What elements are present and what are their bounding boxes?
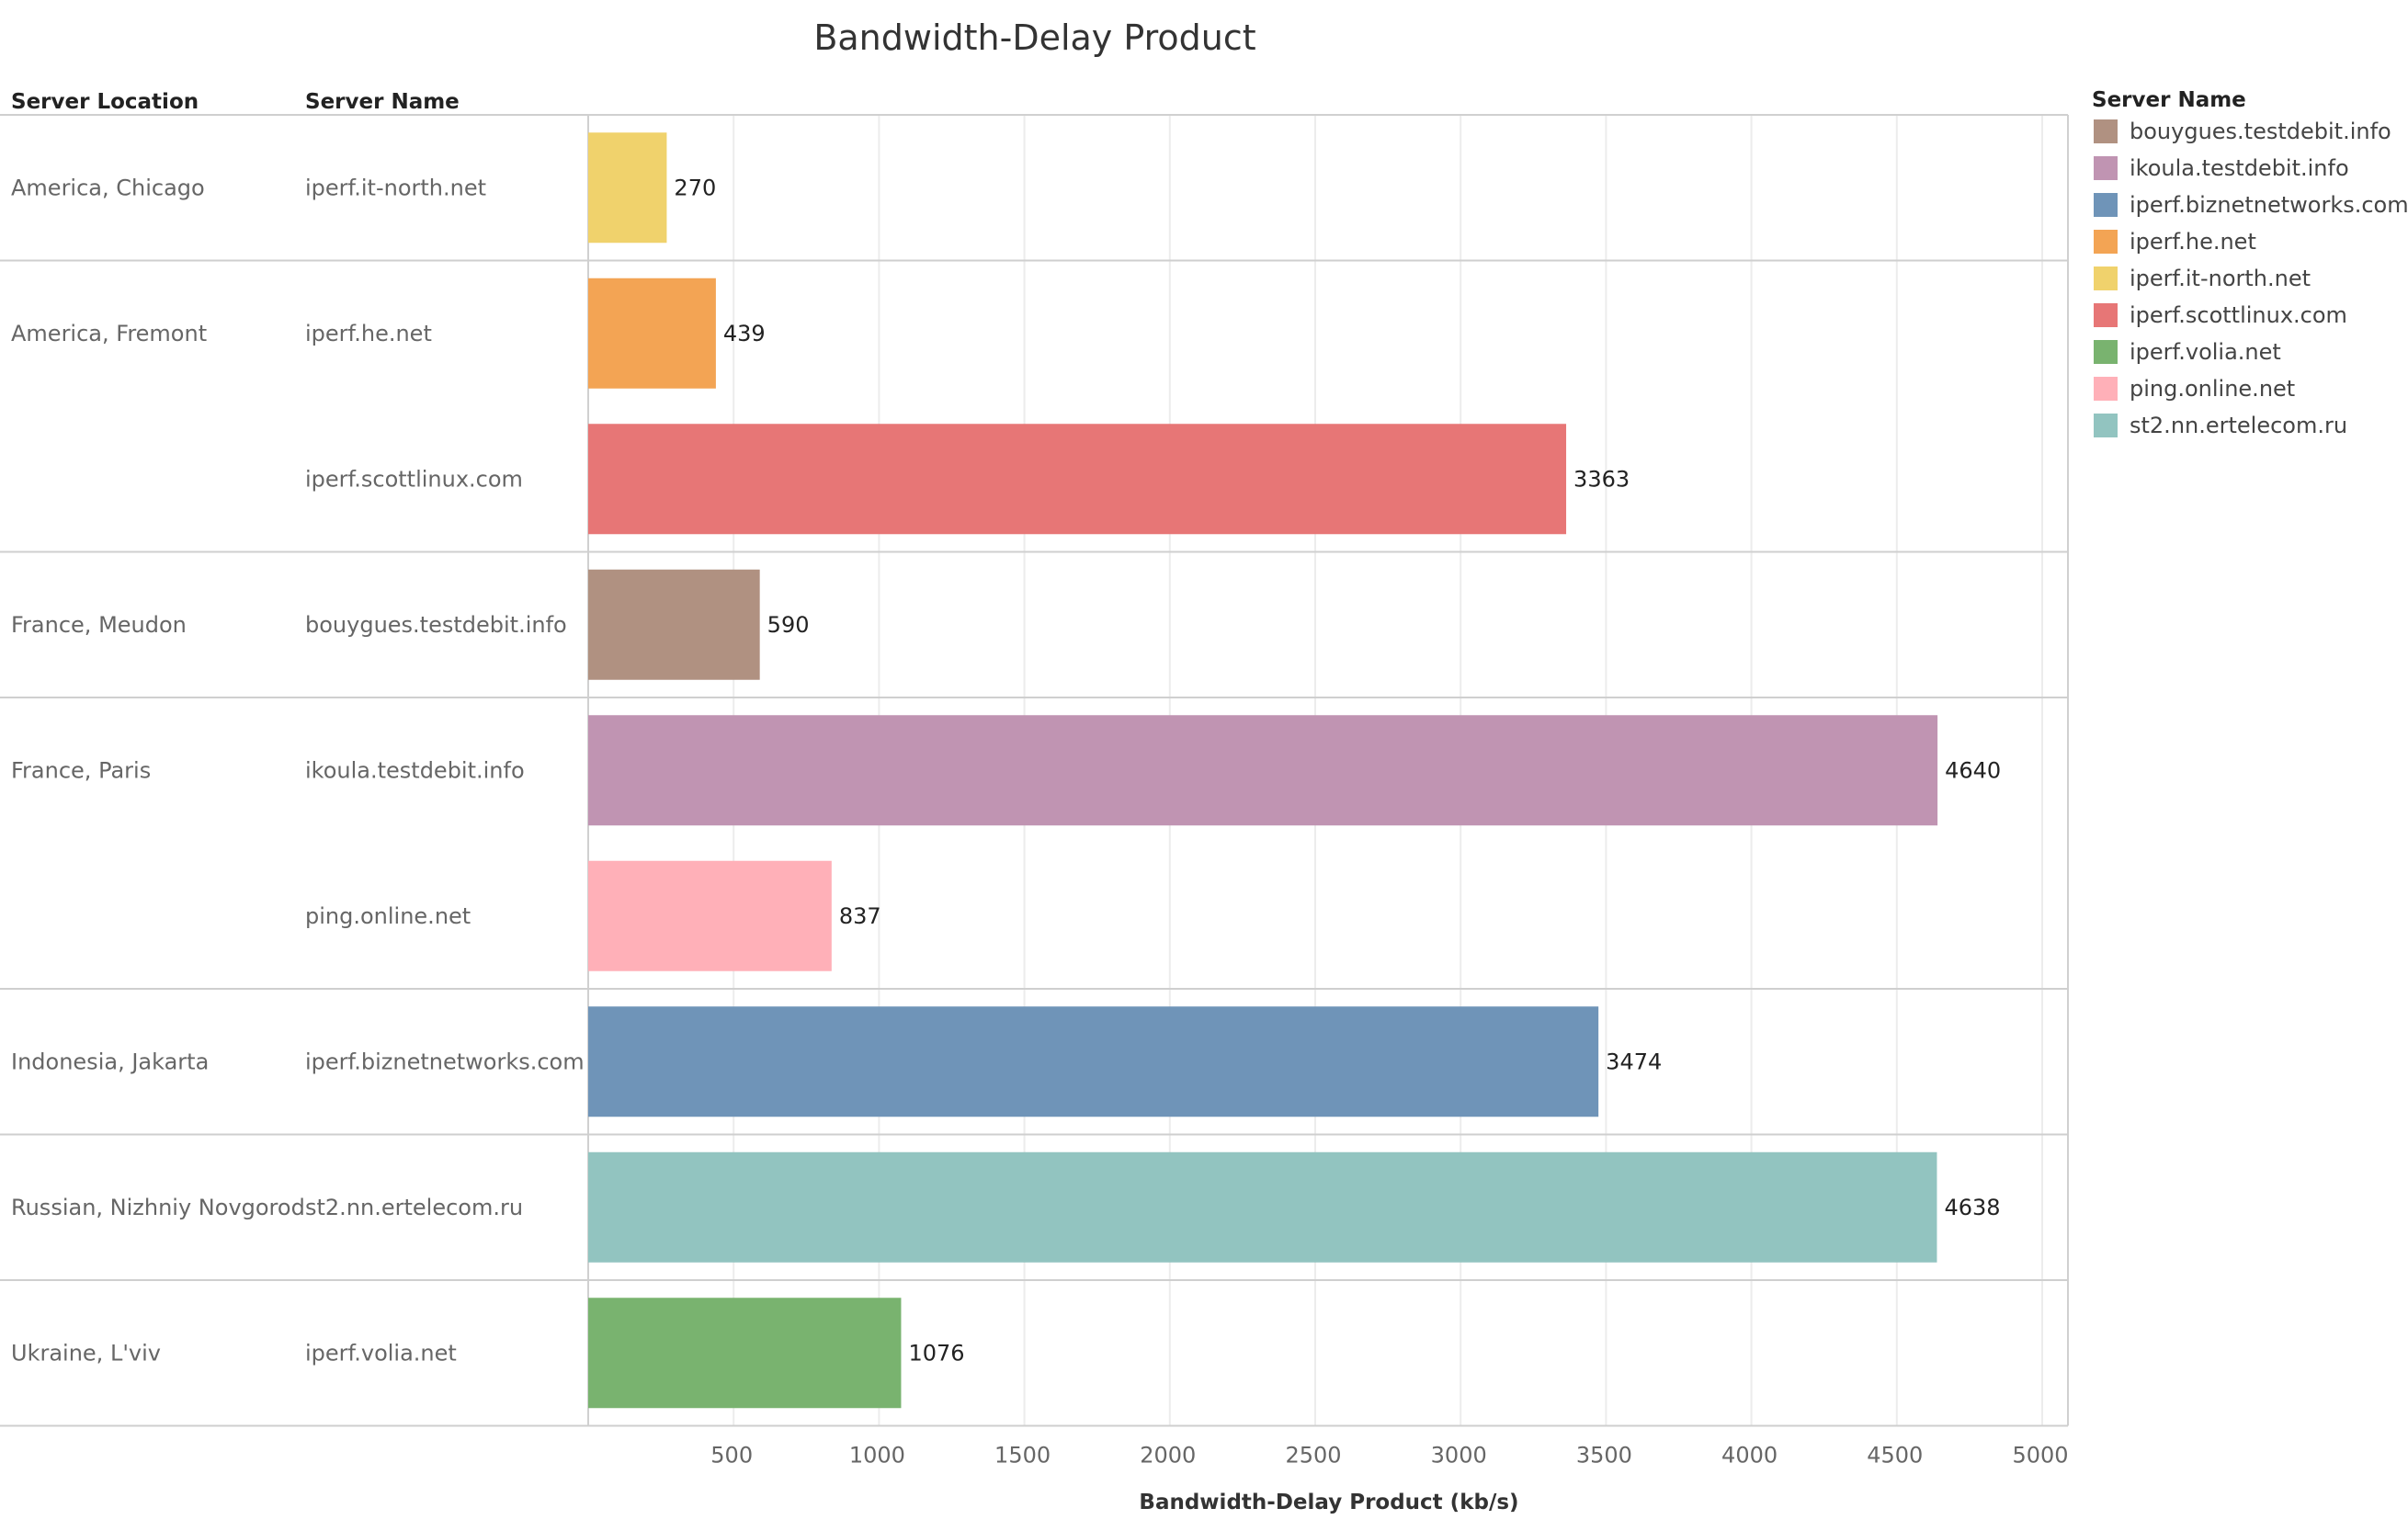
x-axis-ticks: 500 1000 1500 2000 2500 3000 3500 4000 4500 5000 (710, 1443, 2068, 1469)
server-name-label: st2.nn.ertelecom.ru (305, 1195, 523, 1220)
legend-item: iperf.it-north.net (2130, 266, 2311, 291)
bar-ikoula.testdebit.info (588, 715, 1938, 826)
legend-swatch (2094, 303, 2118, 327)
chart-title: Bandwidth-Delay Product (813, 17, 1255, 58)
location-label: France, Meudon (11, 612, 187, 638)
bar-iperf.he.net (588, 278, 716, 389)
server-name-label: iperf.it-north.net (305, 175, 486, 200)
server-name-label: bouygues.testdebit.info (305, 612, 567, 638)
legend: Server Name bouygues.testdebit.info ikoul… (2092, 88, 2408, 438)
location-label: Indonesia, Jakarta (11, 1049, 209, 1074)
x-tick-label: 500 (710, 1443, 753, 1469)
legend-swatch (2094, 267, 2118, 290)
server-name-label: iperf.scottlinux.com (305, 466, 523, 492)
x-tick-label: 1000 (849, 1443, 905, 1469)
legend-item: ping.online.net (2130, 376, 2295, 402)
location-label: France, Paris (11, 757, 151, 783)
bar-iperf.it-north.net (588, 132, 667, 244)
location-label: Russian, Nizhniy Novgorod (11, 1195, 305, 1220)
x-tick-label: 2000 (1140, 1443, 1196, 1469)
legend-item: ikoula.testdebit.info (2130, 155, 2349, 181)
bar-iperf.scottlinux.com (588, 424, 1567, 535)
x-tick-label: 1500 (994, 1443, 1051, 1469)
legend-swatch (2094, 230, 2118, 254)
legend-title: Server Name (2092, 88, 2246, 112)
legend-swatch (2094, 119, 2118, 143)
server-name-label: iperf.volia.net (305, 1340, 457, 1366)
data-label: 1076 (908, 1340, 964, 1366)
data-label: 4640 (1945, 757, 2001, 783)
legend-swatch (2094, 193, 2118, 217)
x-tick-label: 3500 (1576, 1443, 1632, 1469)
data-label: 439 (723, 321, 766, 346)
x-tick-label: 2500 (1285, 1443, 1341, 1469)
server-name-label: iperf.he.net (305, 321, 432, 346)
x-tick-label: 4500 (1867, 1443, 1923, 1469)
server-name-label: ping.online.net (305, 903, 471, 929)
legend-swatch (2094, 414, 2118, 437)
legend-item: iperf.scottlinux.com (2130, 302, 2347, 328)
data-label: 4638 (1944, 1195, 2000, 1220)
legend-swatch (2094, 340, 2118, 364)
bar-st2.nn.ertelecom.ru (588, 1151, 1937, 1263)
x-tick-label: 5000 (2012, 1443, 2068, 1469)
legend-item: bouygues.testdebit.info (2130, 119, 2391, 144)
header-server-location: Server Location (11, 90, 199, 114)
bar-iperf.volia.net (588, 1298, 902, 1409)
x-tick-label: 3000 (1431, 1443, 1487, 1469)
data-label: 590 (767, 612, 810, 638)
bar-bouygues.testdebit.info (588, 569, 760, 680)
location-label: America, Chicago (11, 175, 205, 200)
server-name-label: iperf.biznetnetworks.com (305, 1049, 585, 1074)
table-rows: America, Chicago iperf.it-north.net Americ… (0, 114, 2068, 1427)
legend-swatch (2094, 377, 2118, 401)
x-axis-title: Bandwidth-Delay Product (kb/s) (1139, 1491, 1518, 1514)
location-label: Ukraine, L'viv (11, 1340, 161, 1366)
location-label: America, Fremont (11, 321, 207, 346)
header-server-name: Server Name (305, 90, 460, 114)
data-label: 3474 (1606, 1049, 1662, 1074)
server-name-label: ikoula.testdebit.info (305, 757, 525, 783)
bar-ping.online.net (588, 860, 832, 971)
legend-swatch (2094, 156, 2118, 180)
legend-item: iperf.he.net (2130, 229, 2256, 255)
data-label: 3363 (1573, 466, 1630, 492)
legend-item: st2.nn.ertelecom.ru (2130, 413, 2347, 438)
data-label: 270 (674, 175, 716, 200)
bars: 270 439 3363 590 4640 837 3474 4638 1076 (588, 132, 2001, 1409)
data-label: 837 (839, 903, 881, 929)
bar-iperf.biznetnetworks.com (588, 1006, 1599, 1117)
legend-item: iperf.volia.net (2130, 339, 2281, 365)
x-tick-label: 4000 (1721, 1443, 1778, 1469)
legend-item: iperf.biznetnetworks.com (2130, 192, 2408, 218)
